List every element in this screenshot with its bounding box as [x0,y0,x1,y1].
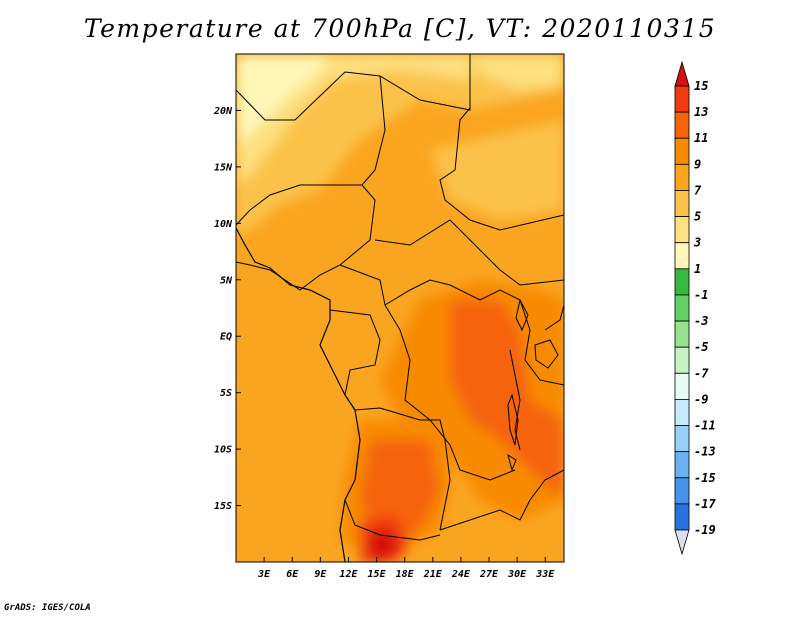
colorbar-label: -11 [694,419,716,433]
colorbar-label: -3 [694,314,708,328]
colorbar-label: 3 [693,236,701,250]
map-frame [235,53,565,563]
lon-tick-label: 6E [286,569,299,580]
colorbar-box [674,216,690,244]
colorbar-label: -13 [694,445,716,459]
colorbar-box [674,137,690,165]
colorbar-label: 7 [694,183,702,197]
lon-tick-label: 33E [535,569,555,580]
longitude-axis: 3E 6E 9E 12E 15E 18E 21E 24E 27E 30E 33E [257,557,555,580]
colorbar-box [674,372,690,400]
lon-tick-label: 12E [339,569,358,580]
lat-tick-label: 20N [213,106,233,117]
coastline [236,227,361,562]
lat-tick-label: 15S [214,501,232,512]
colorbar-box [674,111,690,139]
lon-tick-label: 3E [257,569,271,580]
map-title: Temperature at 700hPa [C], VT: 202011031… [83,14,717,43]
colorbar: 15 13 11 9 7 5 3 1 -1 -3 -5 -7 -9 -11 -13 -15 -17 -19 [674,60,716,556]
colorbar-box [674,163,690,191]
lat-tick-label: 10N [214,219,233,230]
temperature-field [236,54,564,562]
lon-tick-label: 21E [423,569,443,580]
colorbar-box [674,425,690,453]
grads-credit: GrADS: IGES/COLA [4,603,91,613]
colorbar-box [674,399,690,426]
colorbar-label: -17 [694,497,716,511]
lon-tick-label: 15E [368,569,387,580]
colorbar-bottom-triangle [674,529,690,556]
colorbar-box [674,451,690,479]
colorbar-label: 1 [694,262,701,276]
latitude-axis: 20N 15N 10N 5N EQ 5S 10S 15S [213,106,241,512]
colorbar-label: -19 [694,523,716,537]
colorbar-label: 9 [694,157,701,171]
colorbar-box [674,242,690,270]
colorbar-label: -7 [694,366,709,380]
colorbar-label: 11 [694,131,708,145]
colorbar-box [674,268,690,296]
colorbar-box [674,294,690,322]
lon-tick-label: 18E [396,569,415,580]
colorbar-label: -9 [694,392,708,406]
colorbar-box [674,503,690,531]
lakes [507,298,559,472]
colorbar-box [674,85,690,113]
lon-tick-label: 24E [451,569,471,580]
lat-tick-label: EQ [220,332,232,343]
lat-tick-label: 5N [220,275,233,286]
colorbar-top-triangle [674,60,690,87]
colorbar-label: 15 [694,79,708,93]
lat-tick-label: 10S [214,445,232,456]
colorbar-label: -1 [694,288,708,302]
colorbar-box [674,320,690,348]
colorbar-box [674,346,690,374]
lon-tick-label: 27E [479,569,499,580]
lat-tick-label: 15N [214,162,233,173]
colorbar-label: 5 [694,210,701,224]
colorbar-label: 13 [694,105,708,119]
lat-tick-label: 5S [220,388,232,399]
lon-tick-label: 9E [314,569,327,580]
lon-tick-label: 30E [507,569,527,580]
colorbar-box [674,477,690,505]
colorbar-label: -5 [694,340,708,354]
colorbar-box [674,190,690,217]
colorbar-label: -15 [694,471,716,485]
